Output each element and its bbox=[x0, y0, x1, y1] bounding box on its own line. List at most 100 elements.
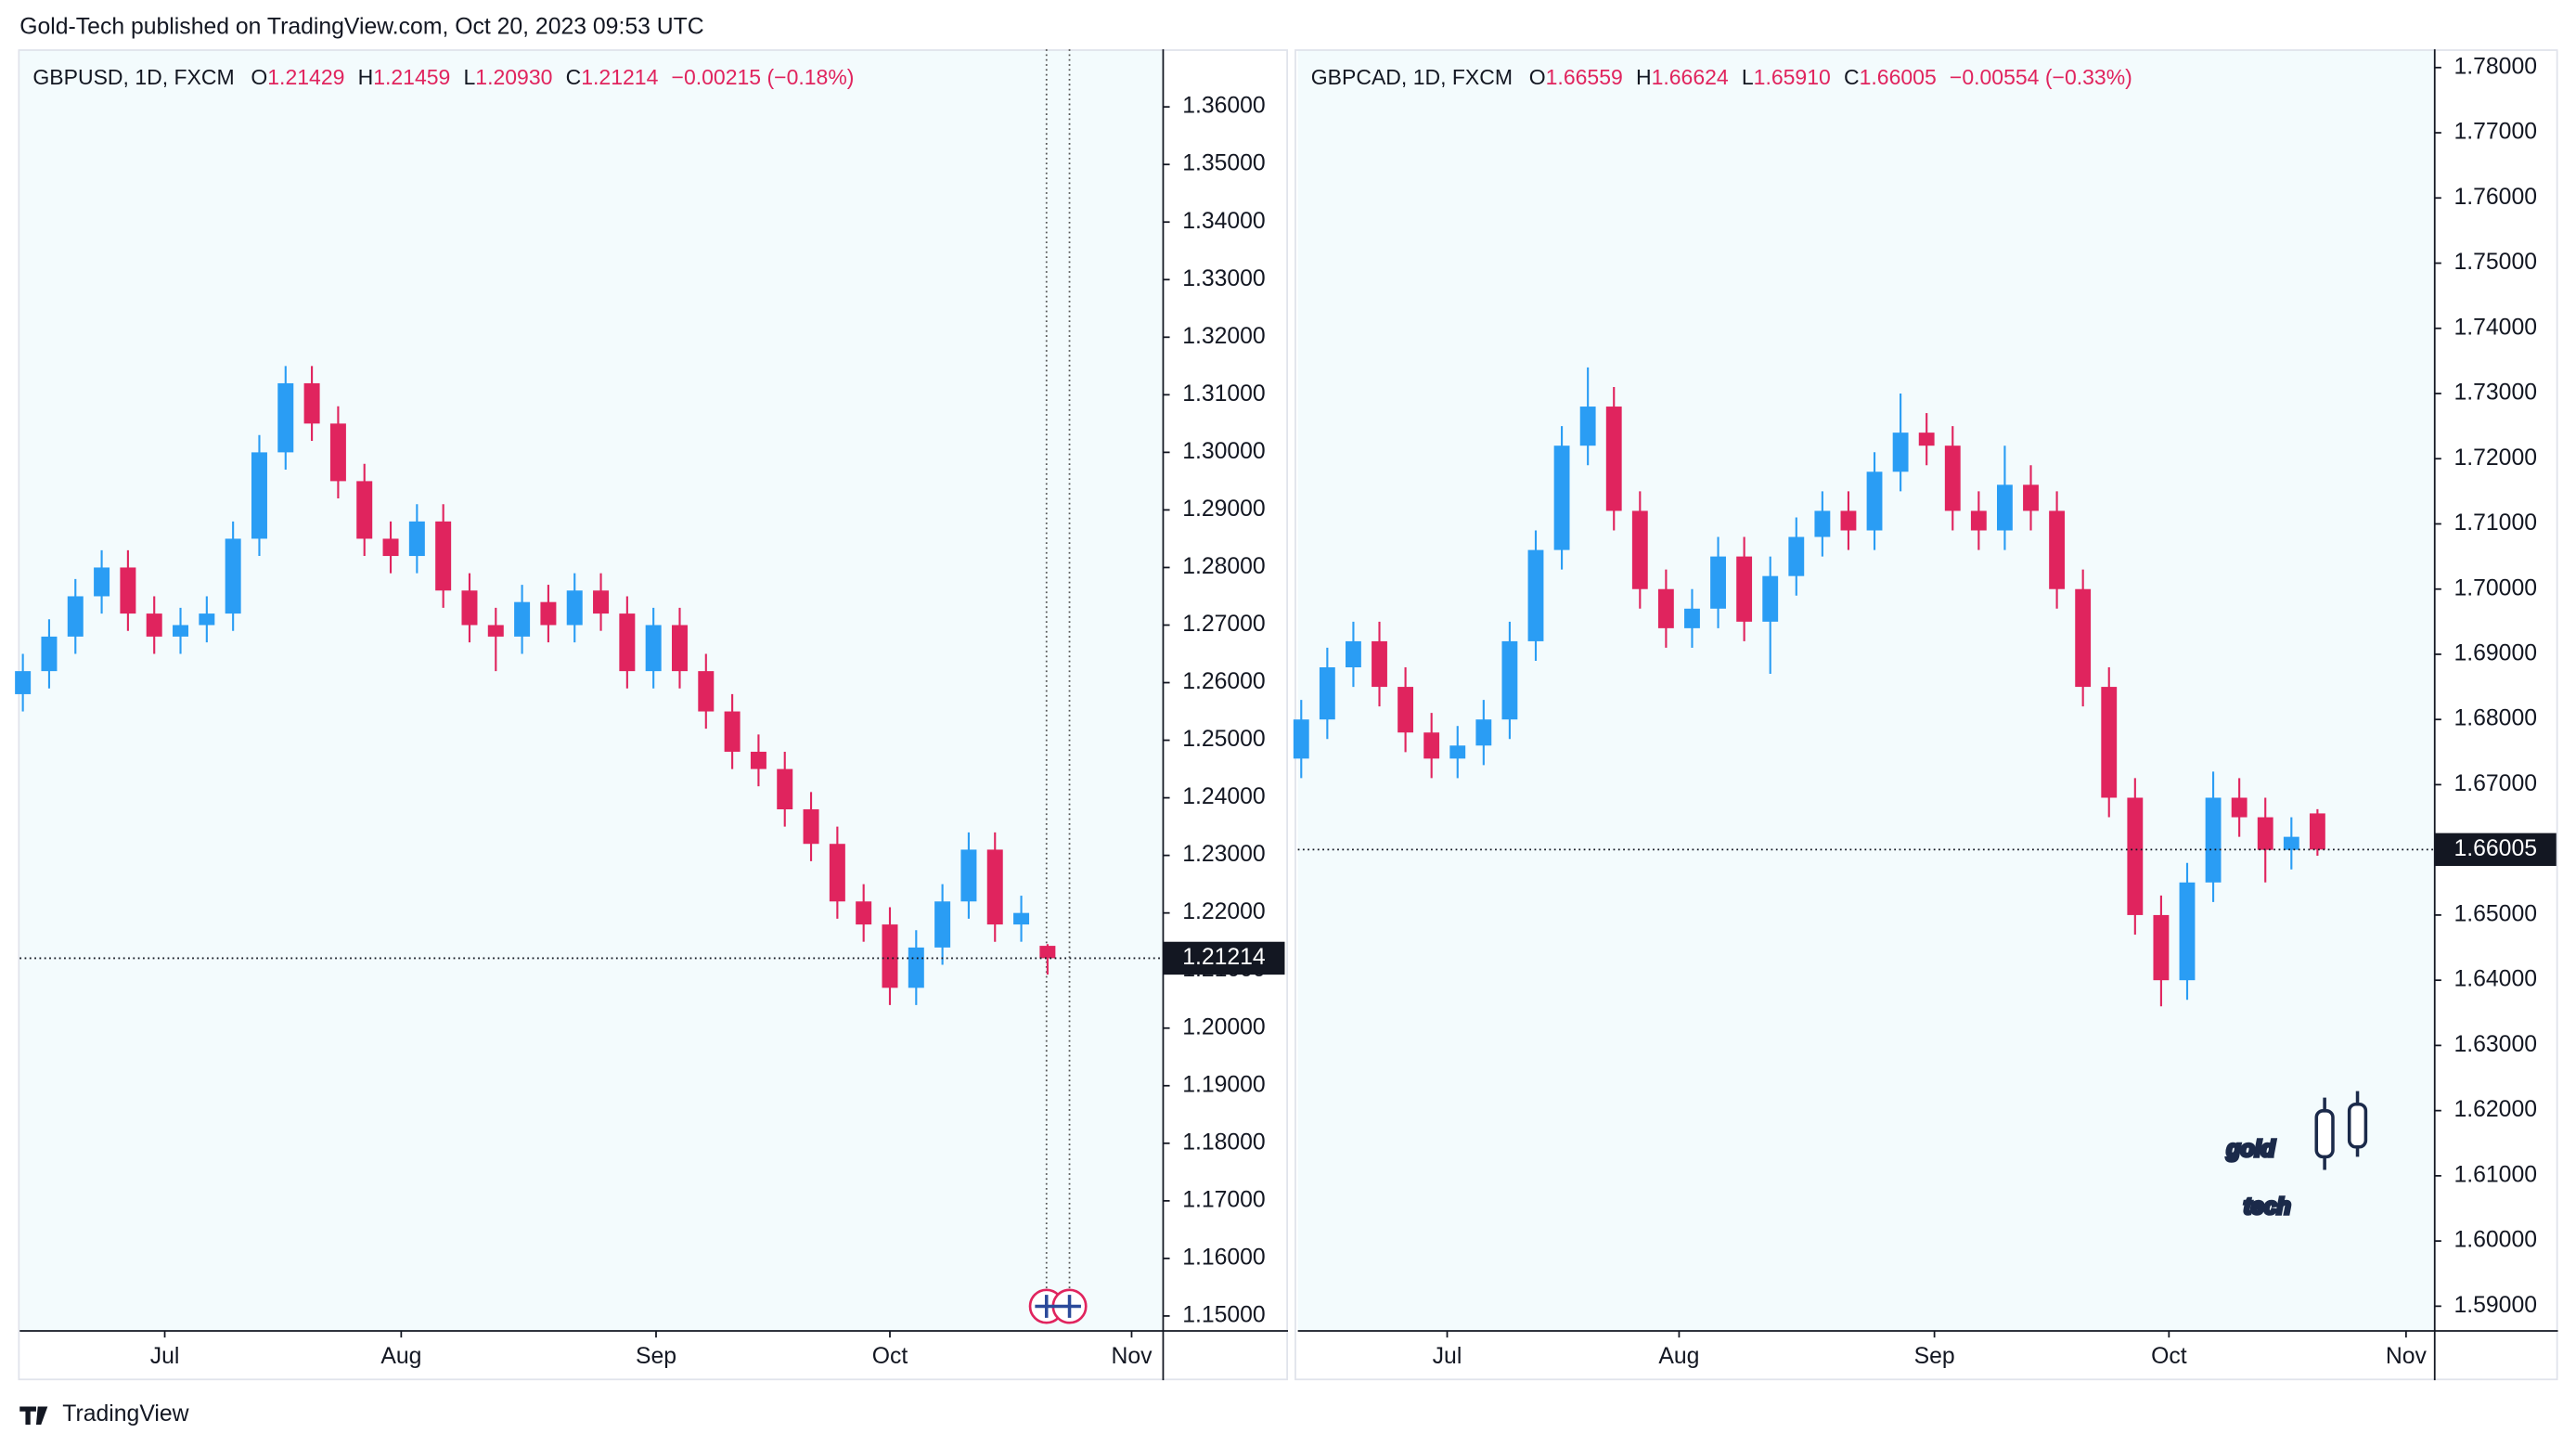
legend-change: −0.00554 (−0.33%) bbox=[1950, 65, 2132, 89]
candle-body bbox=[1762, 575, 1779, 622]
legend-ohlc-label: H bbox=[1636, 65, 1652, 89]
candle-body bbox=[67, 596, 84, 637]
x-tick-label: Oct bbox=[2151, 1344, 2187, 1369]
candle-body bbox=[173, 625, 189, 637]
x-tick-label: Sep bbox=[636, 1344, 676, 1369]
candle-body bbox=[2179, 882, 2196, 981]
panel-border bbox=[1294, 49, 2558, 1381]
legend-ohlc-value: 1.20930 bbox=[475, 65, 552, 89]
candle-body bbox=[960, 849, 977, 902]
candle-body bbox=[2231, 797, 2248, 818]
candle-body bbox=[1293, 719, 1309, 759]
candle-body bbox=[514, 601, 531, 637]
candle-body bbox=[1840, 510, 1857, 531]
y-tick-label: 1.19000 bbox=[1182, 1072, 1266, 1097]
candle-body bbox=[382, 538, 399, 557]
legend: GBPCAD, 1D, FXCM O1.66559 H1.66624 L1.65910… bbox=[1311, 65, 2132, 89]
candle-body bbox=[2283, 836, 2299, 850]
brand: TradingView bbox=[19, 1401, 189, 1427]
y-tick-label: 1.63000 bbox=[2454, 1032, 2537, 1057]
candle-body bbox=[1039, 946, 1056, 959]
candle-body bbox=[2101, 687, 2118, 798]
legend-ohlc-label: L bbox=[1742, 65, 1754, 89]
y-tick-label: 1.16000 bbox=[1182, 1245, 1266, 1270]
y-tick-label: 1.18000 bbox=[1182, 1130, 1266, 1155]
legend-ohlc-label: C bbox=[1844, 65, 1860, 89]
candle-body bbox=[934, 901, 951, 948]
y-tick-label: 1.70000 bbox=[2454, 575, 2537, 600]
legend-ohlc-label: O bbox=[251, 65, 267, 89]
legend-ohlc-value: 1.65910 bbox=[1754, 65, 1831, 89]
legend-ohlc-value: 1.66624 bbox=[1652, 65, 1729, 89]
candle-body bbox=[724, 711, 741, 752]
legend-ohlc-value: 1.66005 bbox=[1860, 65, 1937, 89]
legend-ohlc-label: O bbox=[1529, 65, 1546, 89]
legend-symbol: GBPUSD, 1D, FXCM bbox=[32, 65, 234, 89]
candle-body bbox=[277, 382, 294, 453]
candle-body bbox=[1319, 667, 1335, 720]
candle-body bbox=[41, 636, 58, 672]
candle-body bbox=[540, 601, 557, 626]
candle-body bbox=[986, 849, 1003, 925]
y-tick-label: 1.67000 bbox=[2454, 771, 2537, 796]
y-tick-label: 1.73000 bbox=[2454, 381, 2537, 406]
legend-ohlc-value: 1.21459 bbox=[373, 65, 450, 89]
y-tick-label: 1.59000 bbox=[2454, 1293, 2537, 1318]
y-tick-label: 1.22000 bbox=[1182, 899, 1266, 924]
y-tick-label: 1.30000 bbox=[1182, 439, 1266, 464]
candle-body bbox=[15, 671, 32, 694]
plot-background bbox=[19, 49, 1164, 1332]
legend-ohlc-label: C bbox=[566, 65, 582, 89]
x-tick-label: Jul bbox=[1433, 1344, 1462, 1369]
logo-tech: tech bbox=[2244, 1194, 2291, 1220]
y-tick-label: 1.60000 bbox=[2454, 1228, 2537, 1253]
legend: GBPUSD, 1D, FXCM O1.21429 H1.21459 L1.20930… bbox=[32, 65, 854, 89]
candle-body bbox=[435, 521, 452, 591]
y-tick-label: 1.27000 bbox=[1182, 612, 1266, 637]
candle-body bbox=[1346, 640, 1361, 668]
panel-border bbox=[18, 49, 1288, 1381]
candle-body bbox=[777, 768, 793, 810]
candle-body bbox=[698, 671, 715, 712]
candle-body bbox=[225, 538, 241, 614]
logo-gold: gold bbox=[2225, 1137, 2275, 1162]
candle-body bbox=[1423, 732, 1440, 759]
y-tick-label: 1.35000 bbox=[1182, 151, 1266, 176]
candle-body bbox=[1684, 608, 1700, 628]
candle-body bbox=[329, 423, 346, 482]
candle-body bbox=[1736, 556, 1753, 622]
x-tick-label: Aug bbox=[380, 1344, 421, 1369]
candle-body bbox=[671, 625, 688, 672]
candle-body bbox=[1918, 433, 1935, 446]
candle-body bbox=[593, 590, 610, 614]
y-tick-label: 1.65000 bbox=[2454, 901, 2537, 926]
candle-body bbox=[1710, 556, 1726, 609]
y-tick-label: 1.75000 bbox=[2454, 250, 2537, 275]
y-tick-label: 1.17000 bbox=[1182, 1187, 1266, 1212]
candle-body bbox=[120, 567, 136, 614]
legend-ohlc-value: 1.21429 bbox=[267, 65, 344, 89]
x-tick-label: Oct bbox=[872, 1344, 908, 1369]
candle-body bbox=[1657, 588, 1674, 628]
candle-body bbox=[803, 809, 819, 845]
x-tick-label: Nov bbox=[1111, 1344, 1153, 1369]
y-tick-label: 1.71000 bbox=[2454, 510, 2537, 536]
x-tick-label: Jul bbox=[150, 1344, 180, 1369]
candle-body bbox=[2023, 484, 2039, 511]
legend-ohlc-label: L bbox=[464, 65, 476, 89]
logo-candle bbox=[2314, 1109, 2335, 1159]
y-tick-label: 1.23000 bbox=[1182, 842, 1266, 867]
candle-body bbox=[356, 481, 373, 539]
legend-change: −0.00215 (−0.18%) bbox=[672, 65, 855, 89]
candle-body bbox=[1527, 549, 1544, 641]
candle-body bbox=[94, 567, 110, 597]
y-tick-label: 1.62000 bbox=[2454, 1097, 2537, 1122]
candle-body bbox=[750, 751, 766, 769]
last-price-box bbox=[2434, 833, 2557, 867]
candle-body bbox=[1013, 912, 1030, 925]
y-tick-label: 1.61000 bbox=[2454, 1162, 2537, 1187]
candle-body bbox=[2075, 588, 2092, 688]
legend-ohlc-label: H bbox=[358, 65, 374, 89]
candle-body bbox=[1788, 536, 1805, 576]
